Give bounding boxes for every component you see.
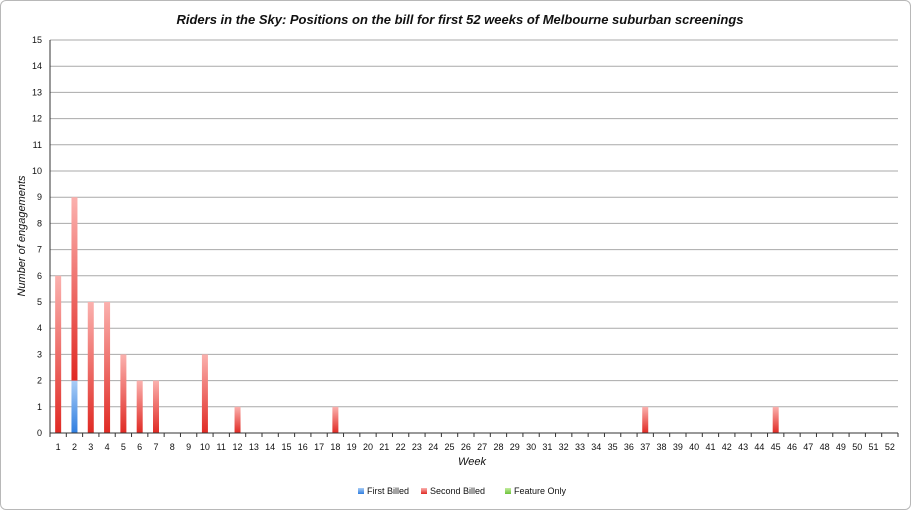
y-tick-label: 10 bbox=[32, 166, 42, 176]
axes bbox=[49, 40, 899, 437]
bar-first-billed bbox=[71, 380, 78, 433]
x-tick-label: 29 bbox=[510, 442, 520, 452]
y-tick-label: 4 bbox=[37, 323, 42, 333]
y-tick-label: 6 bbox=[37, 271, 42, 281]
y-tick-label: 11 bbox=[33, 140, 42, 150]
x-tick-label: 21 bbox=[379, 442, 389, 452]
x-tick-label: 30 bbox=[526, 442, 536, 452]
x-tick-label: 39 bbox=[673, 442, 683, 452]
x-tick-label: 34 bbox=[591, 442, 601, 452]
x-tick-label: 22 bbox=[396, 442, 406, 452]
legend-swatch bbox=[358, 488, 364, 494]
y-tick-label: 7 bbox=[37, 245, 42, 255]
bar-second-billed bbox=[332, 406, 339, 433]
x-tick-label: 3 bbox=[88, 442, 93, 452]
y-tick-label: 12 bbox=[32, 114, 42, 124]
x-tick-labels: 1 2 3 4 5 6 7 8 9 10 11 12 13 14 15 16 17 18 19 20 21 22 23 24 2… bbox=[56, 442, 895, 452]
x-tick-label: 6 bbox=[137, 442, 142, 452]
bars bbox=[55, 197, 779, 433]
x-tick-label: 1 bbox=[56, 442, 61, 452]
bar-second-billed bbox=[772, 406, 779, 433]
x-tick-label: 37 bbox=[640, 442, 650, 452]
gridlines bbox=[50, 39, 898, 434]
x-tick-label: 28 bbox=[493, 442, 503, 452]
x-tick-label: 43 bbox=[738, 442, 748, 452]
x-tick-label: 2 bbox=[72, 442, 77, 452]
y-tick-label: 8 bbox=[37, 218, 42, 228]
bar-second-billed bbox=[120, 354, 127, 433]
legend-label: First Billed bbox=[367, 486, 409, 496]
bar-second-billed bbox=[71, 197, 78, 381]
x-tick-label: 36 bbox=[624, 442, 634, 452]
x-tick-label: 32 bbox=[559, 442, 569, 452]
bar-second-billed bbox=[87, 302, 94, 433]
x-tick-label: 20 bbox=[363, 442, 373, 452]
bar-second-billed bbox=[104, 302, 111, 433]
x-tick-label: 9 bbox=[186, 442, 191, 452]
x-tick-label: 11 bbox=[217, 442, 226, 452]
bar-second-billed bbox=[201, 354, 208, 433]
x-tick-label: 4 bbox=[105, 442, 110, 452]
x-tick-label: 25 bbox=[445, 442, 455, 452]
x-tick-label: 12 bbox=[233, 442, 243, 452]
x-tick-label: 46 bbox=[787, 442, 797, 452]
x-tick-label: 40 bbox=[689, 442, 699, 452]
bar-second-billed bbox=[55, 275, 62, 433]
y-tick-label: 1 bbox=[37, 402, 42, 412]
x-tick-label: 26 bbox=[461, 442, 471, 452]
x-tick-label: 5 bbox=[121, 442, 126, 452]
x-tick-label: 50 bbox=[852, 442, 862, 452]
x-tick-label: 14 bbox=[265, 442, 275, 452]
x-tick-label: 17 bbox=[314, 442, 324, 452]
y-tick-label: 0 bbox=[37, 428, 42, 438]
y-tick-label: 2 bbox=[37, 376, 42, 386]
x-tick-label: 7 bbox=[153, 442, 158, 452]
x-tick-label: 19 bbox=[347, 442, 357, 452]
x-tick-label: 18 bbox=[330, 442, 340, 452]
x-tick-label: 51 bbox=[869, 442, 879, 452]
x-tick-label: 24 bbox=[428, 442, 438, 452]
bar-second-billed bbox=[136, 380, 143, 433]
x-tick-label: 13 bbox=[249, 442, 259, 452]
y-tick-label: 3 bbox=[37, 349, 42, 359]
x-tick-label: 52 bbox=[885, 442, 895, 452]
legend: First Billed Second Billed Feature Only bbox=[358, 486, 567, 496]
bar-second-billed bbox=[153, 380, 159, 433]
x-tick-label: 16 bbox=[298, 442, 308, 452]
x-tick-label: 47 bbox=[803, 442, 813, 452]
y-tick-label: 9 bbox=[37, 192, 42, 202]
bar-second-billed bbox=[642, 406, 649, 433]
chart-title: Riders in the Sky: Positions on the bill… bbox=[176, 12, 743, 27]
x-tick-label: 33 bbox=[575, 442, 585, 452]
x-tick-label: 31 bbox=[542, 442, 552, 452]
x-tick-label: 38 bbox=[657, 442, 667, 452]
x-tick-label: 8 bbox=[170, 442, 175, 452]
x-tick-label: 42 bbox=[722, 442, 732, 452]
x-tick-label: 10 bbox=[200, 442, 210, 452]
x-tick-label: 41 bbox=[705, 442, 715, 452]
legend-swatch bbox=[505, 488, 511, 494]
x-tick-label: 35 bbox=[608, 442, 618, 452]
y-tick-label: 5 bbox=[37, 297, 42, 307]
legend-label: Feature Only bbox=[514, 486, 567, 496]
x-axis-label: Week bbox=[458, 456, 486, 468]
legend-label: Second Billed bbox=[430, 486, 485, 496]
x-tick-label: 15 bbox=[281, 442, 291, 452]
x-tick-label: 27 bbox=[477, 442, 487, 452]
y-tick-label: 14 bbox=[32, 61, 42, 71]
y-tick-label: 13 bbox=[32, 87, 42, 97]
y-tick-label: 15 bbox=[32, 35, 42, 45]
x-tick-label: 23 bbox=[412, 442, 422, 452]
y-axis-label: Number of engagements bbox=[16, 175, 28, 297]
legend-swatch bbox=[421, 488, 427, 494]
x-tick-label: 49 bbox=[836, 442, 846, 452]
x-tick-label: 44 bbox=[754, 442, 764, 452]
x-tick-label: 48 bbox=[820, 442, 830, 452]
bar-second-billed bbox=[234, 406, 241, 433]
x-tick-label: 45 bbox=[771, 442, 781, 452]
